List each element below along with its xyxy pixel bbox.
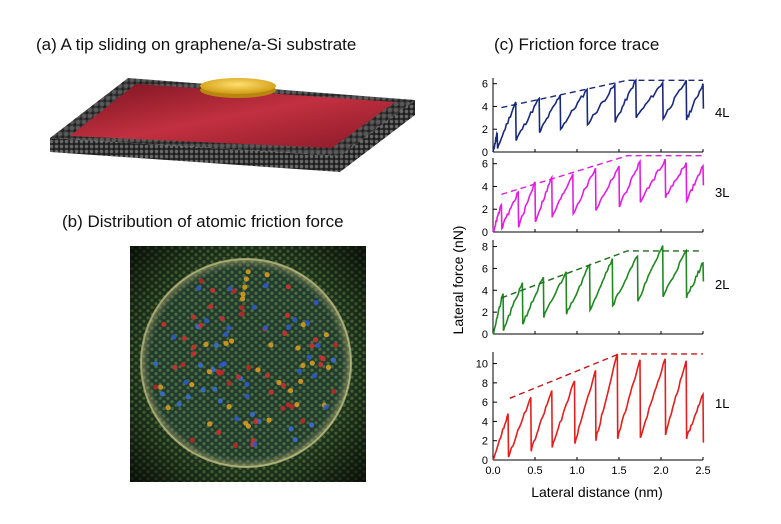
y-tick-label: 2 <box>482 124 488 136</box>
layer-label-2L: 2L <box>715 277 729 292</box>
trace-line-4L <box>492 78 705 153</box>
x-tick-label: 2.0 <box>653 465 668 477</box>
layer-label-4L: 4L <box>715 105 729 120</box>
trace-panel-4L: 0 2 4 6 4L <box>482 78 729 159</box>
trace-panel-1L: 0 2 4 6 8 10 1L <box>476 352 729 467</box>
y-tick-label: 2 <box>482 436 488 448</box>
y-tick-label: 0 <box>482 455 488 467</box>
x-axis-title: Lateral distance (nm) <box>531 484 663 500</box>
trace-panel-2L: 0 2 4 6 8 2L <box>482 240 729 341</box>
y-tick-label: 8 <box>482 378 488 390</box>
substrate-side-face <box>340 100 415 172</box>
y-tick-label: 6 <box>482 159 488 171</box>
graphene-sheet <box>70 84 395 148</box>
y-tick-label: 2 <box>482 307 488 319</box>
y-tick-label: 4 <box>482 285 488 297</box>
y-tick-label: 0 <box>482 147 488 159</box>
trace-line-3L <box>492 158 705 233</box>
panel-b-caption: (b) Distribution of atomic friction forc… <box>62 212 344 231</box>
layer-label-1L: 1L <box>715 396 729 411</box>
atomic-friction-map <box>130 246 366 482</box>
envelope-line-4L <box>501 79 703 109</box>
y-tick-label: 6 <box>482 263 488 275</box>
x-tick-label: 0.5 <box>527 465 542 477</box>
y-axis-title: Lateral force (nN) <box>450 226 466 335</box>
envelope-line-3L <box>501 155 703 196</box>
panel-c-caption: (c) Friction force trace <box>494 35 660 54</box>
y-tick-label: 10 <box>476 359 488 371</box>
y-tick-label: 0 <box>482 329 488 341</box>
y-tick-label: 6 <box>482 79 488 91</box>
substrate-front-face <box>50 138 340 172</box>
x-tick-label: 0.0 <box>485 465 500 477</box>
y-tick-label: 4 <box>482 101 488 113</box>
x-tick-label: 2.5 <box>695 465 710 477</box>
panel-a-caption: (a) A tip sliding on graphene/a-Si subst… <box>36 35 357 54</box>
y-tick-label: 2 <box>482 204 488 216</box>
y-tick-label: 4 <box>482 416 488 428</box>
trace-panel-3L: 0 2 4 6 3L <box>482 155 729 239</box>
envelope-line-1L <box>509 353 703 399</box>
y-tick-label: 4 <box>482 181 488 193</box>
trace-line-1L <box>492 353 705 461</box>
trace-line-2L <box>492 245 705 335</box>
y-tick-label: 6 <box>482 397 488 409</box>
tip-on-substrate-illustration <box>50 78 415 172</box>
y-tick-label: 8 <box>482 242 488 254</box>
vignette <box>130 246 366 482</box>
layer-label-3L: 3L <box>715 185 729 200</box>
y-tick-label: 0 <box>482 227 488 239</box>
tip-top <box>200 78 276 94</box>
x-tick-label: 1.5 <box>611 465 626 477</box>
x-tick-label: 1.0 <box>569 465 584 477</box>
envelope-line-2L <box>501 250 703 299</box>
